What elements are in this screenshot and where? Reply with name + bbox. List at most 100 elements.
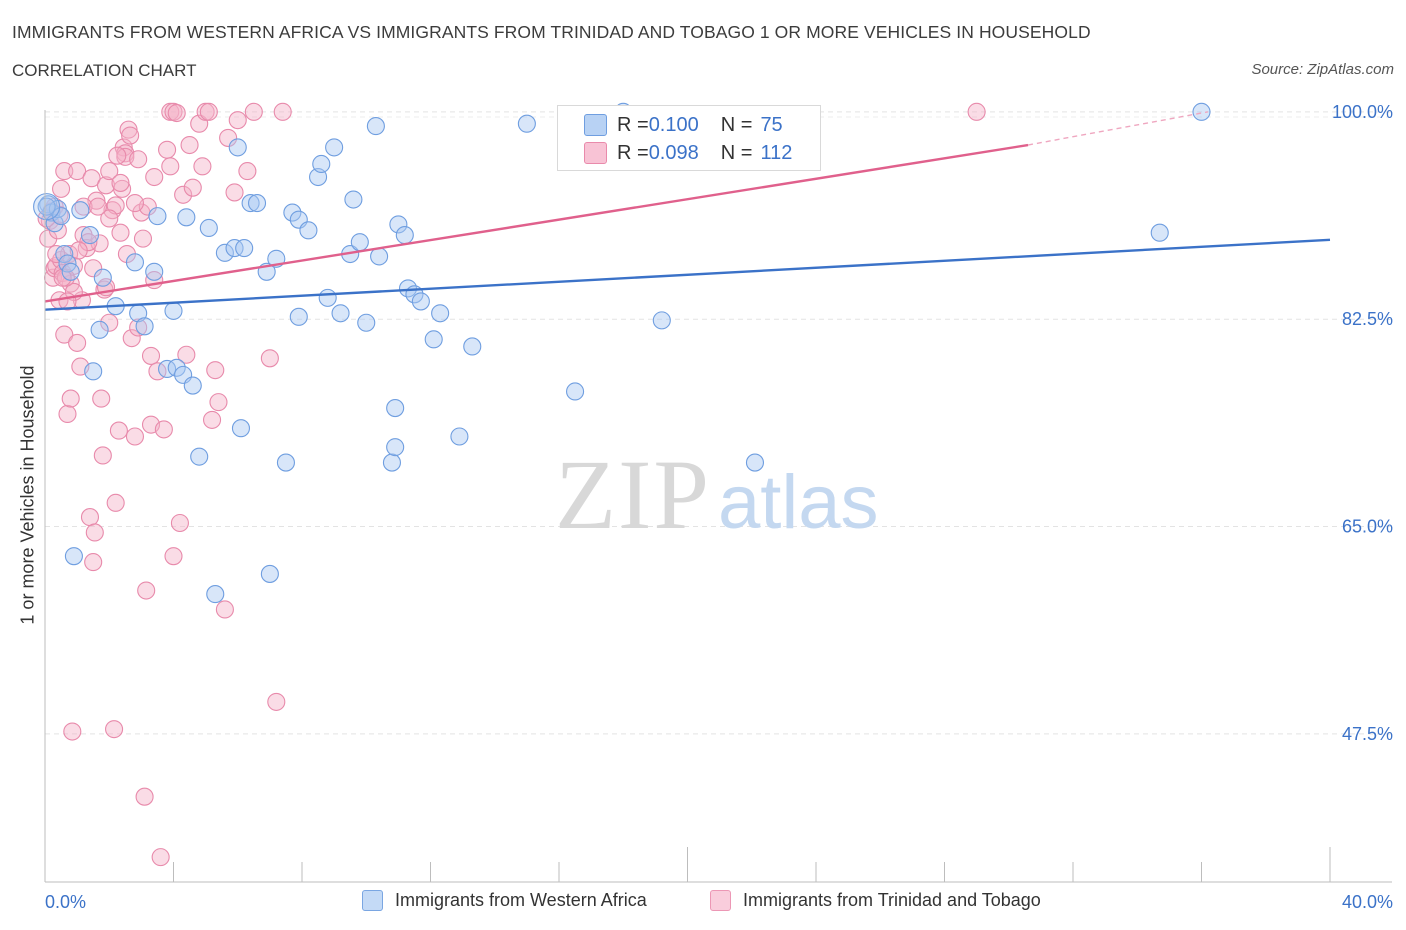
- series-western-africa-points: [33, 102, 1211, 604]
- point-western-africa: [318, 288, 337, 307]
- point-western-africa: [37, 197, 56, 216]
- point-trinidad: [68, 162, 87, 181]
- point-trinidad: [267, 692, 286, 711]
- point-trinidad: [164, 547, 183, 566]
- point-western-africa: [215, 243, 234, 262]
- legend-n-label: N =: [720, 113, 753, 136]
- point-trinidad: [93, 446, 112, 465]
- axes: [44, 110, 1392, 883]
- point-trinidad: [180, 135, 199, 155]
- stats-legend: R = 0.100 N = 75 R = 0.098 N = 112: [557, 105, 821, 171]
- series-trinidad-points: [37, 102, 986, 867]
- point-western-africa: [135, 317, 154, 336]
- point-western-africa: [350, 233, 369, 252]
- point-trinidad: [167, 103, 186, 123]
- trendline-extension-trinidad: [1027, 111, 1209, 146]
- point-trinidad: [52, 179, 71, 198]
- legend-n-label: N =: [720, 141, 753, 164]
- source-credit: Source: ZipAtlas.com: [1251, 61, 1394, 78]
- point-western-africa: [450, 427, 469, 446]
- point-western-africa: [190, 447, 209, 466]
- point-western-africa: [64, 547, 83, 566]
- legend-r-label: R =: [617, 113, 649, 136]
- legend-row-western-africa: R = 0.100 N = 75: [584, 113, 783, 137]
- point-western-africa: [71, 201, 90, 220]
- point-western-africa: [61, 262, 80, 281]
- point-trinidad: [967, 102, 986, 121]
- legend-r-label: R =: [617, 141, 649, 164]
- legend-n-value: 75: [760, 113, 783, 136]
- legend-item-western-africa: Immigrants from Western Africa: [362, 890, 647, 911]
- point-western-africa: [276, 453, 295, 472]
- point-trinidad: [161, 157, 180, 176]
- legend-r-value: 0.100: [648, 113, 699, 136]
- point-western-africa: [177, 208, 196, 227]
- watermark-atlas: atlas: [718, 460, 879, 545]
- point-western-africa: [206, 585, 225, 604]
- point-trinidad: [193, 157, 212, 176]
- point-trinidad: [129, 150, 148, 169]
- watermark: ZIP atlas: [555, 439, 879, 550]
- point-western-africa: [228, 138, 247, 157]
- point-trinidad: [260, 349, 279, 368]
- point-western-africa: [148, 207, 167, 226]
- point-trinidad: [141, 346, 161, 365]
- point-trinidad: [100, 162, 119, 181]
- y-tick-label: 47.5%: [1342, 724, 1393, 744]
- point-western-africa: [93, 268, 112, 287]
- point-western-africa: [312, 154, 331, 174]
- point-trinidad: [119, 120, 138, 139]
- point-cluster-western-africa: [33, 193, 61, 221]
- point-western-africa: [386, 399, 405, 418]
- point-western-africa: [199, 218, 218, 238]
- point-trinidad: [88, 197, 108, 216]
- point-trinidad: [100, 313, 119, 332]
- point-trinidad: [106, 493, 125, 512]
- point-trinidad: [60, 244, 79, 264]
- point-western-africa: [90, 320, 109, 339]
- point-trinidad: [203, 410, 222, 429]
- legend-swatch-blue: [362, 890, 383, 911]
- point-trinidad: [82, 169, 101, 188]
- point-western-africa: [125, 253, 144, 272]
- point-trinidad: [55, 162, 74, 181]
- point-western-africa: [745, 453, 765, 472]
- legend-label-western-africa: Immigrants from Western Africa: [395, 890, 647, 910]
- tick-labels: 47.5% 65.0% 82.5% 100.0% 0.0% 40.0%: [45, 102, 1393, 912]
- point-western-africa: [424, 330, 443, 349]
- point-trinidad: [129, 318, 148, 337]
- point-western-africa: [231, 419, 251, 438]
- point-trinidad: [215, 600, 234, 619]
- point-trinidad: [206, 361, 225, 380]
- point-trinidad: [225, 183, 244, 202]
- point-trinidad: [100, 209, 119, 228]
- point-western-africa: [325, 138, 344, 157]
- point-western-africa: [52, 207, 71, 226]
- y-tick-label: 82.5%: [1342, 309, 1393, 329]
- y-tick-label: 100.0%: [1332, 102, 1393, 122]
- point-western-africa: [225, 239, 244, 258]
- point-trinidad: [122, 329, 141, 348]
- legend-item-trinidad: Immigrants from Trinidad and Tobago: [710, 890, 1041, 911]
- point-trinidad: [244, 102, 263, 121]
- point-trinidad: [135, 787, 154, 806]
- point-trinidad: [121, 126, 140, 145]
- x-tick-label: 40.0%: [1342, 892, 1393, 912]
- legend-swatch-pink: [710, 890, 731, 911]
- point-western-africa: [389, 215, 408, 234]
- point-western-africa: [566, 382, 585, 401]
- point-western-africa: [299, 221, 318, 240]
- point-western-africa: [366, 117, 385, 136]
- point-trinidad: [209, 393, 228, 412]
- point-western-africa: [331, 304, 350, 323]
- point-western-africa: [382, 453, 402, 472]
- point-western-africa: [260, 564, 279, 583]
- point-western-africa: [235, 239, 254, 258]
- point-western-africa: [241, 194, 260, 213]
- point-western-africa: [55, 244, 74, 264]
- point-western-africa: [289, 307, 308, 326]
- point-western-africa: [158, 359, 177, 379]
- point-trinidad: [61, 389, 80, 408]
- trendline-western-africa: [44, 238, 1331, 311]
